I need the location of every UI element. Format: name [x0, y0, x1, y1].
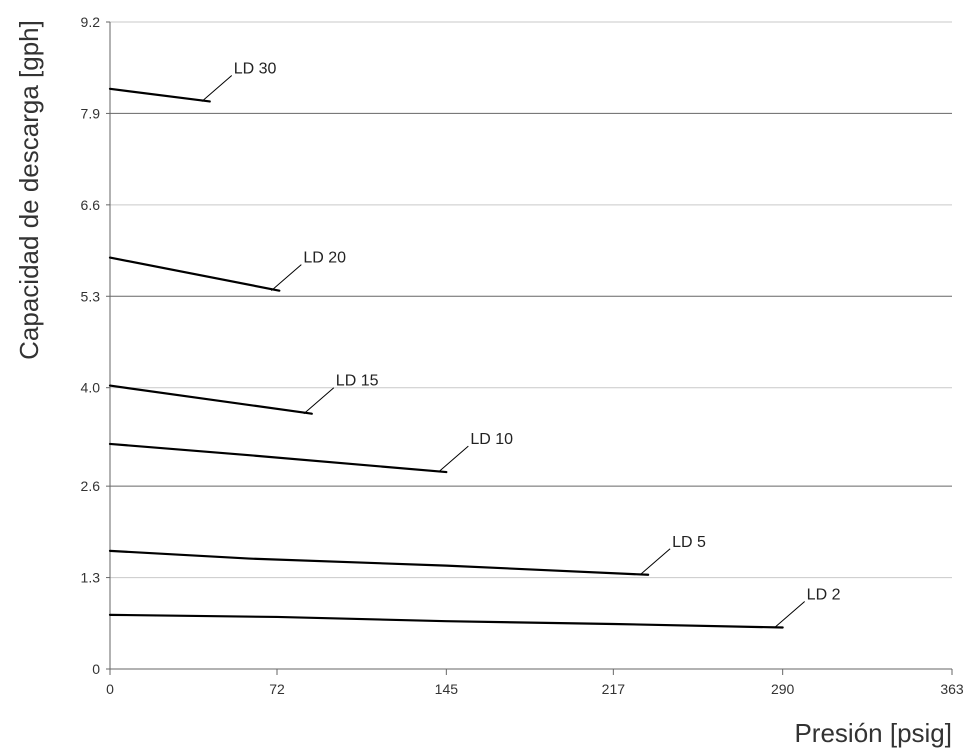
x-tick-label: 72 [269, 681, 285, 697]
grid-layer [110, 21, 952, 579]
label-layer: LD 30 LD 20 LD 15 LD 10 LD 5 LD 2 [201, 60, 841, 628]
series-label-leader [271, 264, 302, 292]
series-label: LD 10 [470, 431, 513, 448]
y-tick-label: 6.6 [81, 197, 101, 213]
series-label: LD 20 [303, 250, 346, 267]
series-label-leader [438, 445, 469, 473]
series-label: LD 2 [807, 587, 841, 604]
series-line [108, 87, 211, 103]
y-tick-label: 4.0 [81, 380, 101, 396]
x-tick-label: 145 [435, 681, 459, 697]
series-line [108, 442, 448, 474]
x-tick-label: 0 [106, 681, 114, 697]
x-tick-label: 363 [940, 681, 964, 697]
series-label-leader [639, 548, 671, 576]
axis-layer: 0 1.3 2.6 4.0 5.3 6.6 7.9 9.2 0 72 145 217 290 363 [81, 14, 964, 697]
series-line [108, 256, 281, 292]
x-tick-label: 217 [602, 681, 626, 697]
series-line [108, 549, 650, 576]
series-label: LD 30 [234, 60, 277, 77]
series-label-leader [201, 75, 233, 102]
x-axis-title: Presión [psig] [794, 718, 952, 748]
series-line [108, 613, 784, 629]
series-label: LD 15 [336, 373, 379, 390]
y-tick-label: 1.3 [81, 570, 101, 586]
x-tick-label: 290 [771, 681, 795, 697]
y-tick-label: 2.6 [81, 478, 101, 494]
y-tick-label: 5.3 [81, 288, 101, 304]
y-tick-label: 0 [92, 661, 100, 677]
series-line [108, 384, 313, 415]
y-tick-label: 9.2 [81, 14, 101, 30]
y-tick-label: 7.9 [81, 105, 101, 121]
series-label-leader [303, 387, 335, 415]
series-layer [108, 87, 784, 629]
series-label-leader [774, 601, 805, 628]
series-label: LD 5 [672, 534, 706, 551]
y-axis-title: Capacidad de descarga [gph] [14, 20, 44, 360]
